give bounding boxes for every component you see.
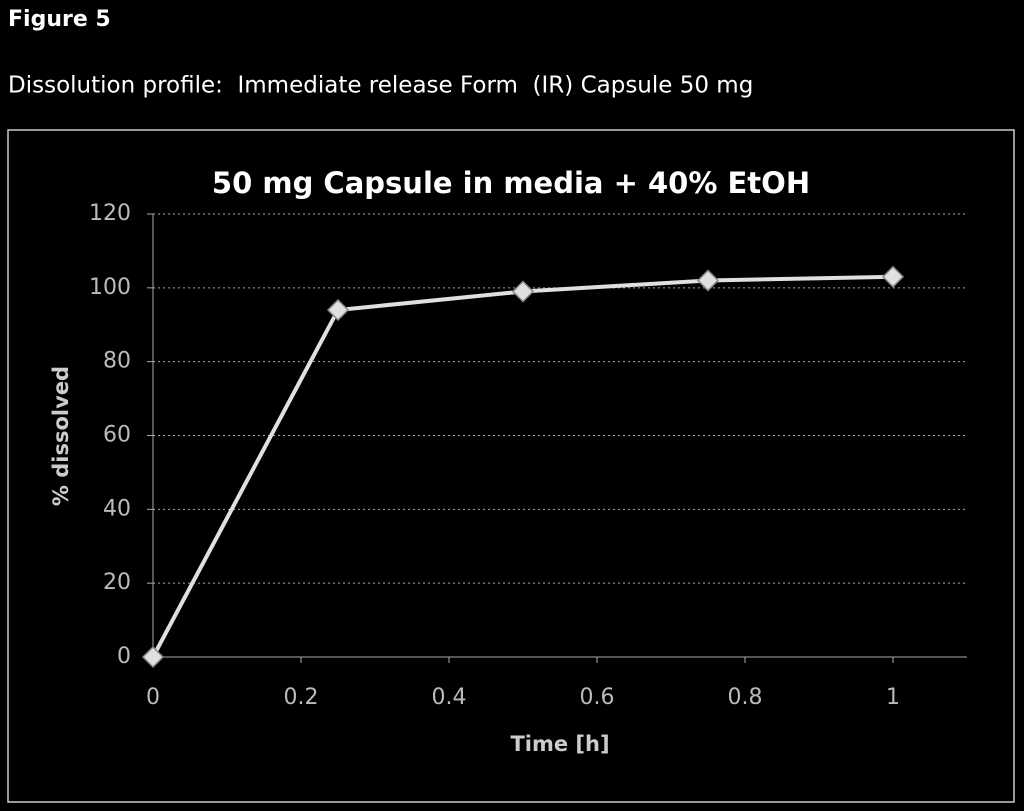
data-point: [696, 269, 720, 292]
y-tick-label: 60: [103, 423, 131, 448]
x-tick-label: 1: [886, 685, 900, 710]
chart-title: 50 mg Capsule in media + 40% EtOH: [212, 166, 810, 200]
y-tick-label: 100: [89, 275, 131, 300]
x-tick-label: 0.2: [284, 685, 319, 710]
x-tick-label: 0: [146, 685, 160, 710]
y-axis-label: % dissolved: [49, 366, 73, 506]
chart-border: [7, 129, 1015, 803]
x-tick-label: 0.8: [728, 685, 763, 710]
x-tick-label: 0.6: [580, 685, 615, 710]
y-tick-label: 20: [103, 570, 131, 595]
y-tick-label: 0: [117, 644, 131, 669]
y-tick-label: 80: [103, 349, 131, 374]
caption: Dissolution profile: Immediate release F…: [8, 73, 753, 99]
data-point: [511, 280, 535, 303]
data-point: [881, 265, 905, 288]
data-point: [326, 298, 350, 322]
series-line: [151, 274, 894, 658]
x-tick-label: 0.4: [432, 685, 467, 710]
y-tick-label: 40: [103, 496, 131, 521]
y-tick-label: 120: [89, 201, 131, 226]
data-point: [141, 645, 165, 669]
x-axis-label: Time [h]: [510, 732, 609, 756]
figure-label: Figure 5: [8, 7, 111, 32]
